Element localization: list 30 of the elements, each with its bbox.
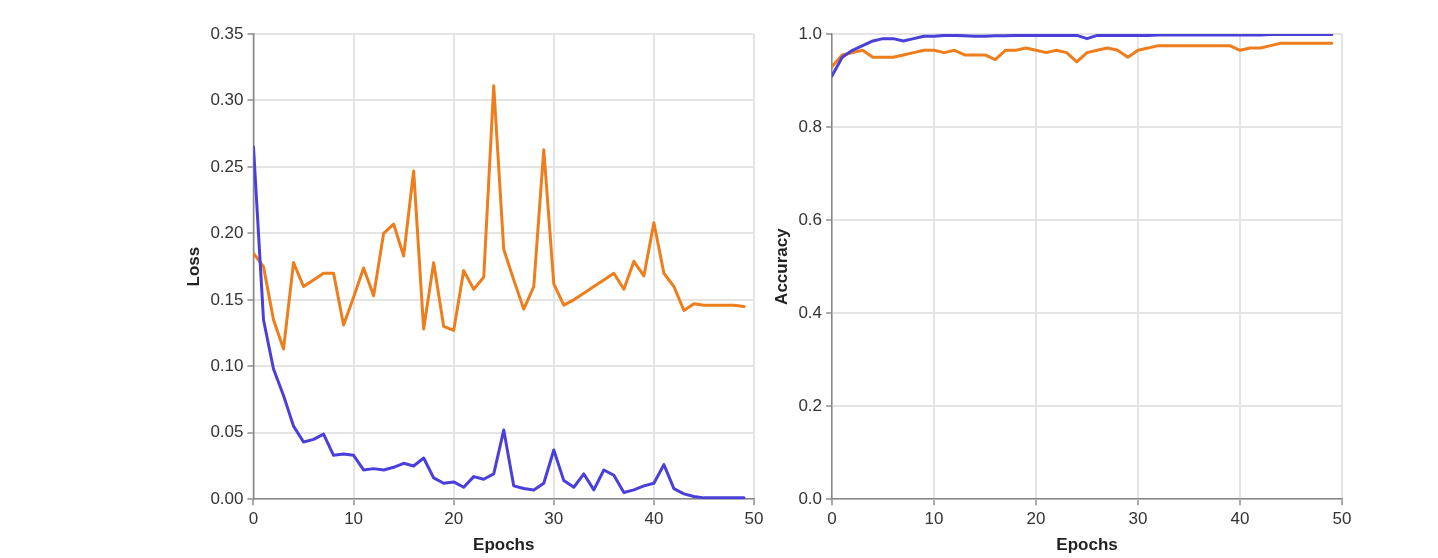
y-tick-label: 0.00 xyxy=(210,488,244,508)
x-tick-label: 50 xyxy=(744,509,764,529)
y-tick-label: 0.35 xyxy=(210,23,244,43)
y-tick-label: 0.10 xyxy=(210,355,244,375)
x-tick-label: 40 xyxy=(1230,509,1250,529)
x-axis-title: Epochs xyxy=(473,535,535,555)
y-tick-label: 0.2 xyxy=(798,395,823,415)
y-tick-label: 0.30 xyxy=(210,90,244,110)
x-tick-label: 20 xyxy=(444,509,464,529)
y-tick-label: 0.20 xyxy=(210,223,244,243)
x-tick-label: 10 xyxy=(924,509,944,529)
x-tick-label: 0 xyxy=(248,509,259,529)
y-tick-label: 1.0 xyxy=(798,23,823,43)
y-tick-label: 0.05 xyxy=(210,422,244,442)
y-tick-label: 0.4 xyxy=(798,302,823,322)
x-tick-label: 30 xyxy=(544,509,564,529)
y-tick-label: 0.6 xyxy=(798,209,823,229)
x-tick-label: 40 xyxy=(644,509,664,529)
x-tick-label: 10 xyxy=(344,509,364,529)
y-tick-label: 0.15 xyxy=(210,289,244,309)
x-tick-label: 0 xyxy=(827,509,837,529)
y-axis-title: Accuracy xyxy=(771,227,791,305)
y-tick-label: 0.0 xyxy=(798,488,823,508)
y-tick-label: 0.25 xyxy=(210,156,244,176)
y-axis-title: Loss xyxy=(183,246,203,287)
x-tick-label: 30 xyxy=(1128,509,1148,529)
y-tick-label: 0.8 xyxy=(798,116,823,136)
x-tick-label: 20 xyxy=(1026,509,1046,529)
x-axis-title: Epochs xyxy=(1056,535,1118,555)
x-tick-label: 50 xyxy=(1332,509,1352,529)
